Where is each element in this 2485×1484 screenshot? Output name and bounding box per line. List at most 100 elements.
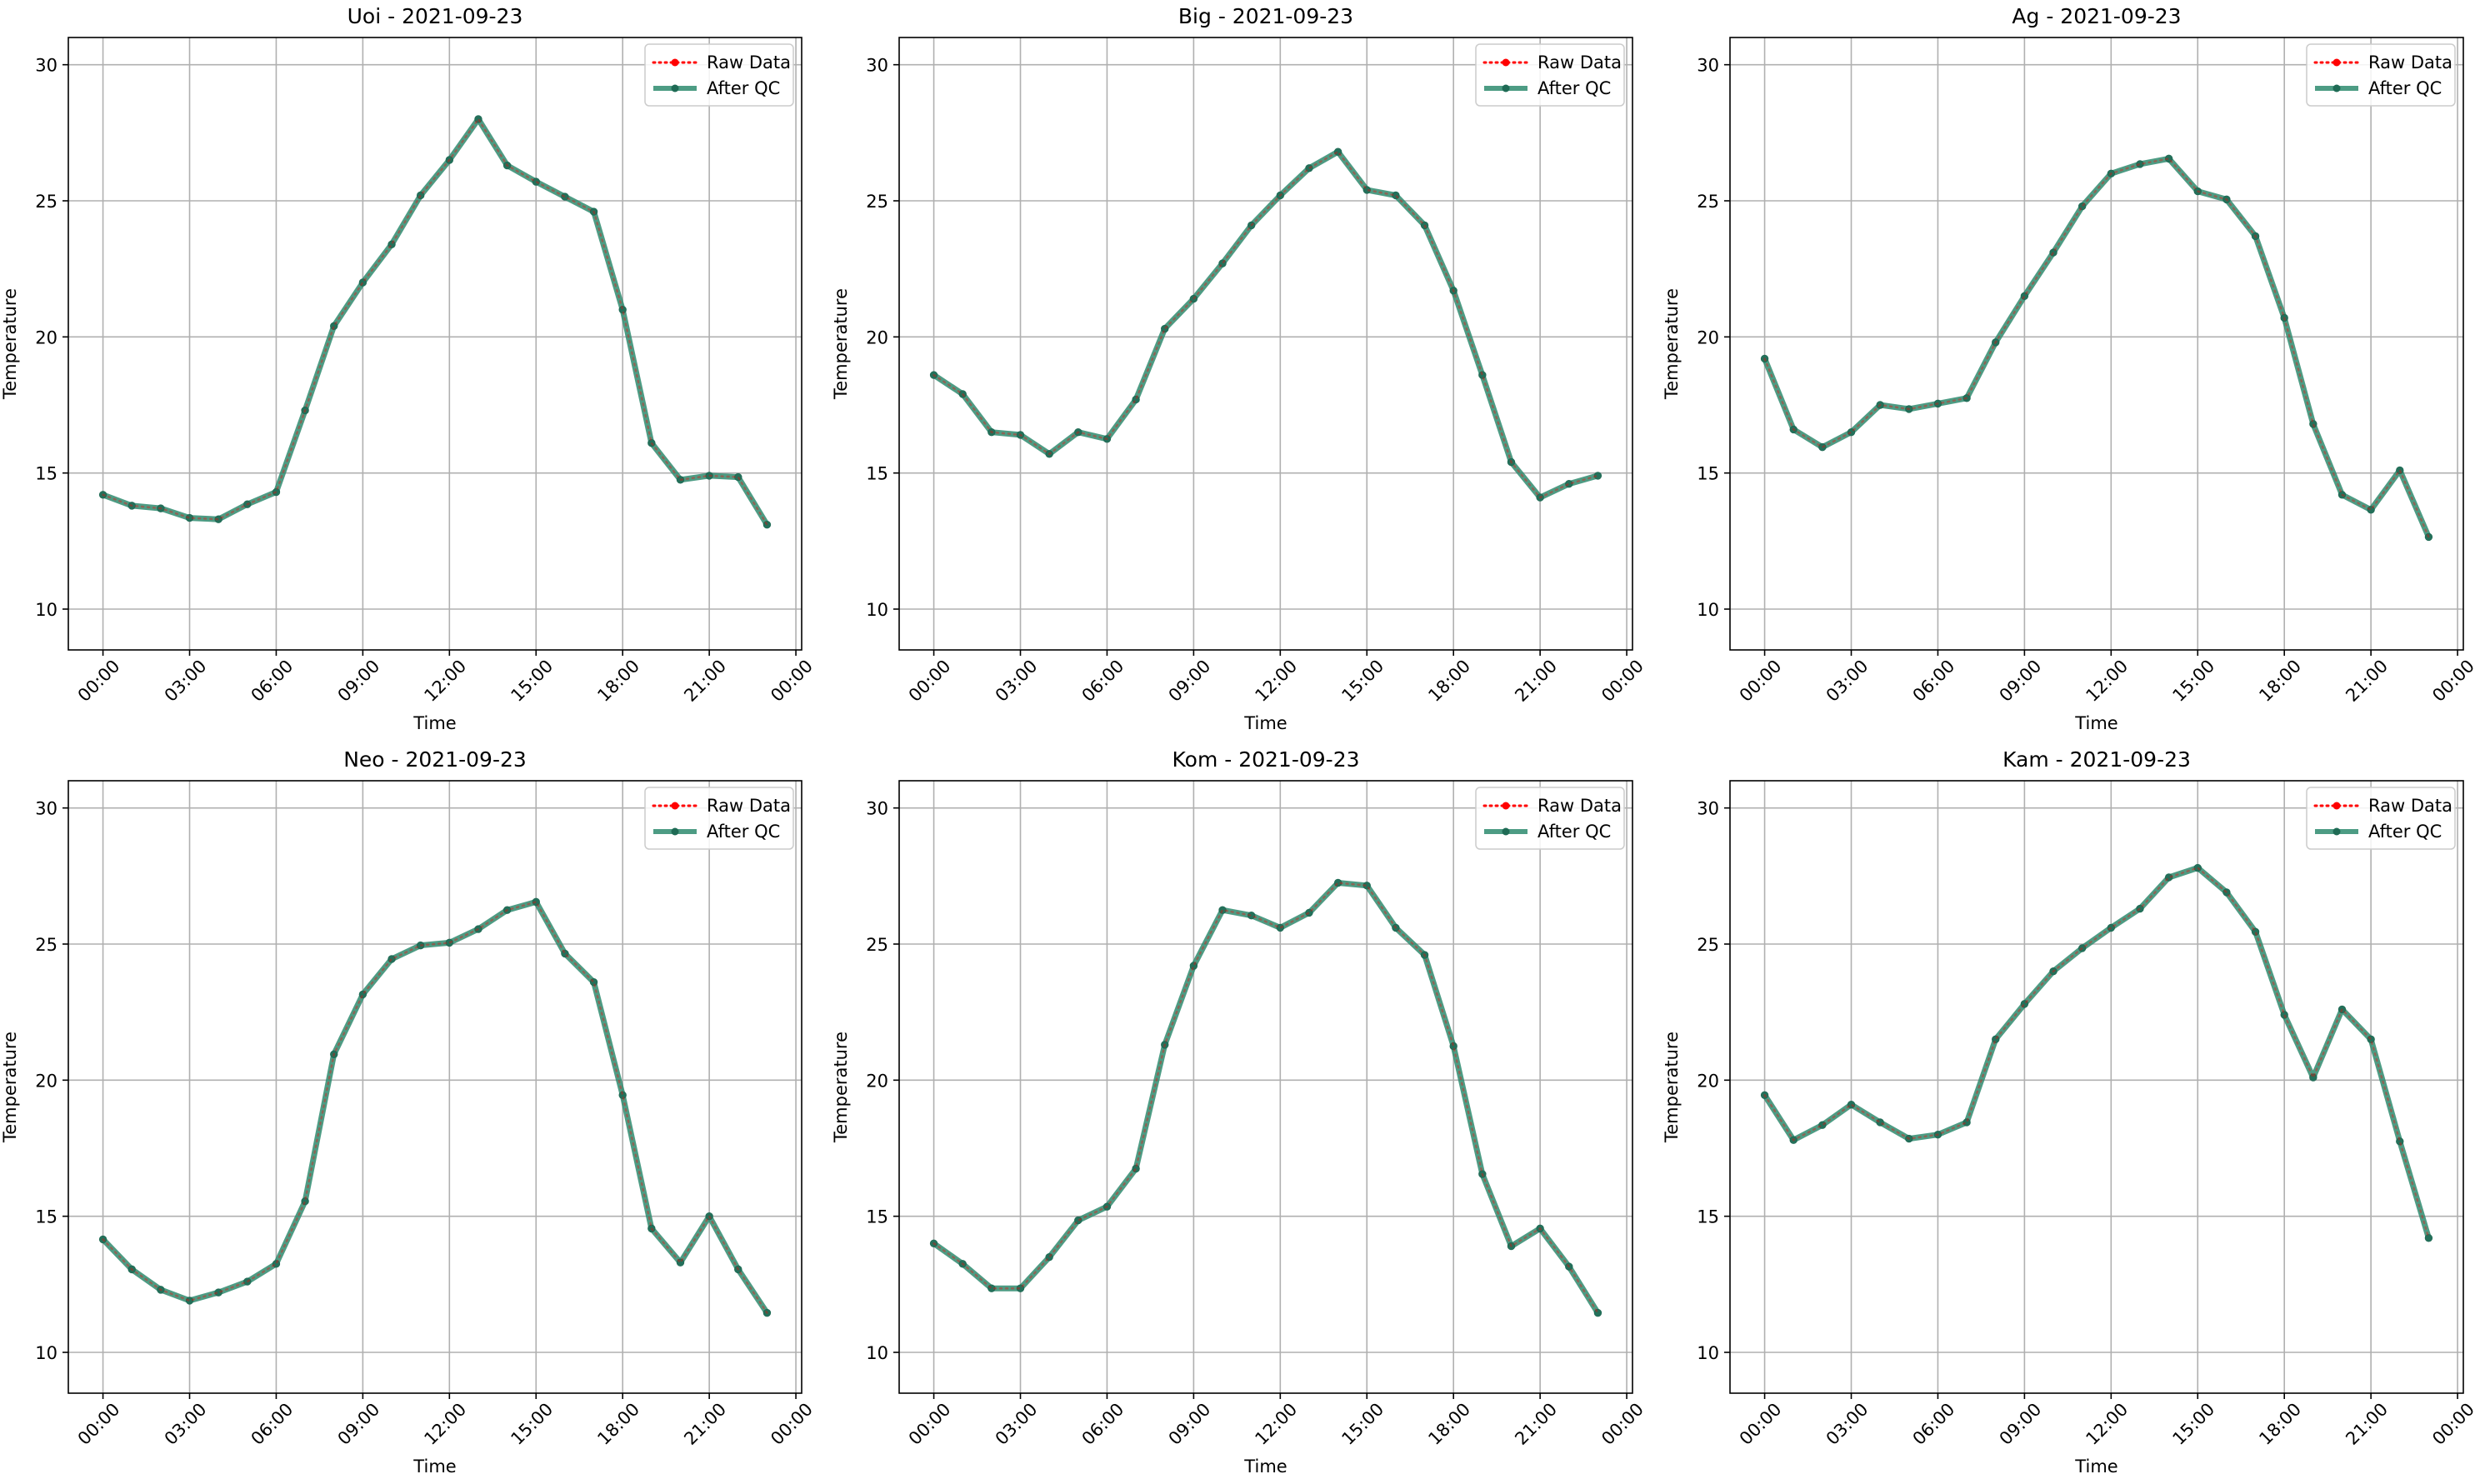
point-after-qc xyxy=(1218,906,1227,914)
point-after-qc xyxy=(1478,1170,1487,1178)
legend-raw-data-label: Raw Data xyxy=(707,52,791,72)
y-tick-label: 10 xyxy=(35,600,58,620)
legend-raw-data-label: Raw Data xyxy=(2368,52,2452,72)
point-after-qc xyxy=(676,476,685,484)
x-axis-label: Time xyxy=(2074,713,2118,733)
point-after-qc xyxy=(2020,1000,2029,1008)
point-after-qc xyxy=(561,192,569,201)
y-tick-label: 25 xyxy=(866,192,888,212)
series-line-after-qc xyxy=(100,116,770,528)
point-after-qc xyxy=(676,1258,685,1267)
series-line-after-qc xyxy=(1762,865,2432,1242)
point-after-qc xyxy=(1818,1121,1827,1129)
point-after-qc xyxy=(2164,873,2173,882)
point-after-qc xyxy=(474,115,482,123)
x-tick-label: 18:00 xyxy=(1424,1399,1474,1449)
x-tick-label: 06:00 xyxy=(248,1399,298,1449)
x-axis-label: Time xyxy=(2074,1457,2118,1477)
point-after-qc xyxy=(243,1277,252,1286)
subplot-title: Kom - 2021-09-23 xyxy=(1172,747,1360,772)
point-after-qc xyxy=(301,1197,309,1206)
point-after-qc xyxy=(1016,431,1025,439)
x-tick-label: 18:00 xyxy=(593,656,643,706)
point-after-qc xyxy=(1905,405,1913,413)
series-line-raw-data xyxy=(1763,867,2430,1240)
point-after-qc xyxy=(1102,1202,1112,1211)
y-axis-label: Temperature xyxy=(1662,288,1682,400)
x-tick-label: 06:00 xyxy=(1909,656,1959,706)
subplot-4: 10 15 20 25 30 00:00 03:00 06:00 09:00 12:00 15:00… xyxy=(0,747,817,1477)
point-after-qc xyxy=(157,504,165,512)
x-tick-label: 09:00 xyxy=(1165,1399,1215,1449)
point-after-qc xyxy=(2136,160,2144,168)
point-after-qc xyxy=(474,925,482,933)
point-after-qc xyxy=(618,305,627,314)
point-after-qc xyxy=(1045,1252,1053,1262)
point-after-qc xyxy=(2078,202,2087,211)
x-tick-label: 12:00 xyxy=(420,656,470,706)
x-tick-label: 03:00 xyxy=(1822,1399,1872,1449)
point-after-qc xyxy=(1276,191,1285,200)
subplot-title: Kam - 2021-09-23 xyxy=(2002,747,2191,772)
point-after-qc xyxy=(532,177,540,186)
y-tick-label: 30 xyxy=(1697,799,1719,819)
point-after-qc xyxy=(1507,1242,1516,1251)
subplot-2: 10 15 20 25 30 00:00 03:00 06:00 09:00 12:00 15:00… xyxy=(831,4,1648,733)
legend: Raw Data After QC xyxy=(2306,43,2456,107)
legend-raw-data-label: Raw Data xyxy=(2368,796,2452,816)
point-after-qc xyxy=(2020,292,2029,301)
point-after-qc xyxy=(98,491,108,499)
series-line-raw-data xyxy=(932,150,1599,499)
point-after-qc xyxy=(1102,435,1112,443)
point-after-qc xyxy=(2222,195,2231,204)
point-after-qc xyxy=(1189,962,1198,970)
x-tick-label: 21:00 xyxy=(1511,1399,1561,1449)
x-tick-label: 15:00 xyxy=(1338,1399,1388,1449)
y-tick-label: 30 xyxy=(1697,56,1719,76)
y-tick-label: 20 xyxy=(35,327,58,347)
point-after-qc xyxy=(648,439,656,447)
x-tick-label: 00:00 xyxy=(2428,656,2478,706)
point-after-qc xyxy=(929,371,938,379)
series-line-raw-data xyxy=(102,117,768,526)
point-after-qc xyxy=(1362,882,1371,890)
point-after-qc xyxy=(1132,1164,1140,1173)
point-after-qc xyxy=(2136,904,2144,913)
x-tick-label: 09:00 xyxy=(334,1399,384,1449)
point-after-qc xyxy=(2424,1234,2433,1242)
x-tick-label: 00:00 xyxy=(1598,656,1648,706)
point-after-qc xyxy=(2396,466,2404,475)
axes-frame xyxy=(1729,780,2464,1394)
point-after-qc xyxy=(1992,1035,2000,1044)
legend: Raw Data After QC xyxy=(2306,787,2456,850)
point-after-qc xyxy=(1132,395,1140,404)
point-after-qc xyxy=(1536,1224,1544,1233)
point-after-qc xyxy=(388,240,396,248)
point-after-qc xyxy=(2424,532,2433,542)
point-after-qc xyxy=(2338,491,2347,499)
x-tick-label: 15:00 xyxy=(507,656,557,706)
x-tick-label: 09:00 xyxy=(334,656,384,706)
legend-after-qc-label: After QC xyxy=(2368,822,2442,842)
point-after-qc xyxy=(2367,1035,2375,1044)
point-after-qc xyxy=(214,515,222,523)
x-tick-label: 12:00 xyxy=(2082,1399,2132,1449)
point-after-qc xyxy=(589,978,598,987)
point-after-qc xyxy=(157,1286,165,1294)
x-tick-label: 00:00 xyxy=(74,656,124,706)
y-tick-label: 15 xyxy=(35,464,58,484)
x-tick-label: 00:00 xyxy=(1736,656,1786,706)
point-after-qc xyxy=(988,427,996,437)
subplot-1: 10 15 20 25 30 00:00 03:00 06:00 09:00 12:00 15:00… xyxy=(0,4,817,733)
point-after-qc xyxy=(762,521,772,529)
subplot-title: Neo - 2021-09-23 xyxy=(343,747,527,772)
point-after-qc xyxy=(1478,371,1487,379)
subplot-title: Big - 2021-09-23 xyxy=(1178,4,1353,28)
legend-after-qc-label: After QC xyxy=(1538,822,1611,842)
point-after-qc xyxy=(2251,232,2260,241)
point-after-qc xyxy=(1962,394,1971,402)
axes-frame xyxy=(898,780,1633,1394)
point-after-qc xyxy=(1045,450,1053,458)
x-tick-label: 03:00 xyxy=(992,1399,1042,1449)
point-after-qc xyxy=(1420,221,1429,230)
